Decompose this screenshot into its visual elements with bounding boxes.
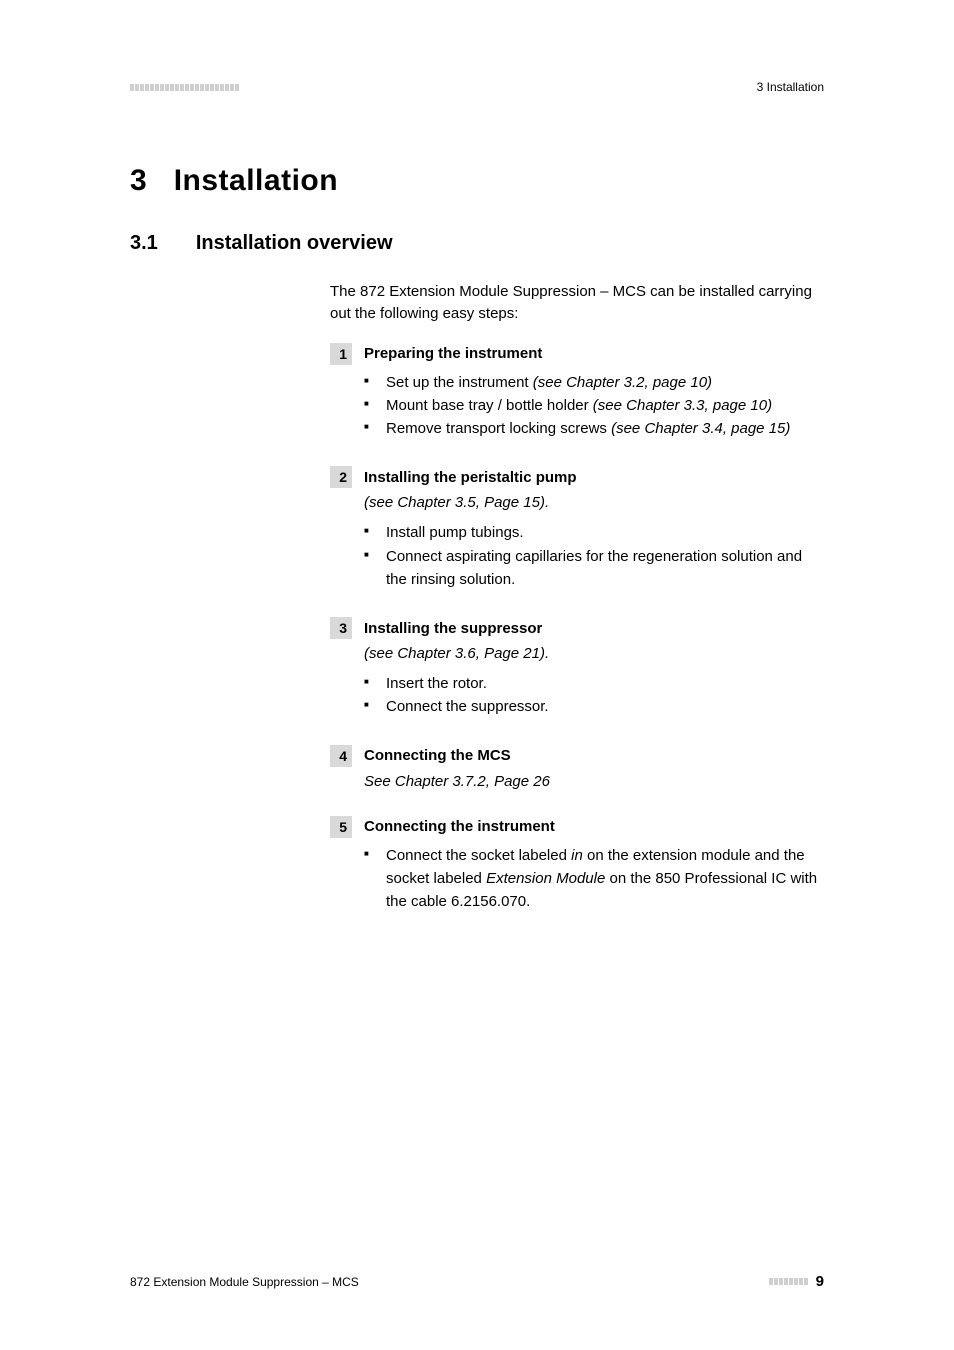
header-decorative-bar <box>130 84 239 91</box>
page-number: 9 <box>816 1273 824 1290</box>
step-list-item: Connect the suppressor. <box>364 695 824 718</box>
step-title: Connecting the MCS <box>364 747 511 764</box>
step: 3 Installing the suppressor (see Chapter 3… <box>330 617 824 719</box>
step-number: 4 <box>330 745 352 767</box>
bar-segment <box>779 1278 783 1285</box>
italic-text: (see Chapter 3.3, page 10) <box>593 397 772 414</box>
footer-product-name: 872 Extension Module Suppression – MCS <box>130 1275 359 1289</box>
section-number: 3.1 <box>130 232 158 255</box>
step-list-item: Insert the rotor. <box>364 672 824 695</box>
body-content: The 872 Extension Module Suppression – M… <box>330 281 824 913</box>
footer: 872 Extension Module Suppression – MCS 9 <box>130 1273 824 1290</box>
bar-segment <box>799 1278 803 1285</box>
step-number: 2 <box>330 466 352 488</box>
italic-text: (see Chapter 3.4, page 15) <box>611 420 790 437</box>
bar-segment <box>205 84 209 91</box>
bar-segment <box>210 84 214 91</box>
step-reference: (see Chapter 3.5, Page 15). <box>364 494 824 511</box>
step: 2 Installing the peristaltic pump (see Cha… <box>330 466 824 591</box>
step-list-item: Connect aspirating capillaries for the r… <box>364 545 824 592</box>
step-list: Set up the instrument (see Chapter 3.2, … <box>364 371 824 441</box>
bar-segment <box>200 84 204 91</box>
bar-segment <box>140 84 144 91</box>
bar-segment <box>175 84 179 91</box>
bar-segment <box>784 1278 788 1285</box>
bar-segment <box>145 84 149 91</box>
step-head: 2 Installing the peristaltic pump <box>330 466 824 488</box>
bar-segment <box>804 1278 808 1285</box>
bar-segment <box>774 1278 778 1285</box>
header-chapter-label: 3 Installation <box>757 80 824 94</box>
bar-segment <box>789 1278 793 1285</box>
italic-text: (see Chapter 3.2, page 10) <box>533 374 712 391</box>
step-title: Connecting the instrument <box>364 818 555 835</box>
section-heading: 3.1 Installation overview <box>130 232 824 255</box>
bar-segment <box>150 84 154 91</box>
bar-segment <box>215 84 219 91</box>
step-head: 5 Connecting the instrument <box>330 816 824 838</box>
step: 4 Connecting the MCS See Chapter 3.7.2, Pa… <box>330 745 824 790</box>
step-title: Preparing the instrument <box>364 345 542 362</box>
bar-segment <box>155 84 159 91</box>
step-list-item: Mount base tray / bottle holder (see Cha… <box>364 394 824 417</box>
bar-segment <box>180 84 184 91</box>
step: 5 Connecting the instrument Connect the so… <box>330 816 824 914</box>
step-reference: (see Chapter 3.6, Page 21). <box>364 645 824 662</box>
footer-right: 9 <box>769 1273 824 1290</box>
step-list-item: Set up the instrument (see Chapter 3.2, … <box>364 371 824 394</box>
step-number: 5 <box>330 816 352 838</box>
step-number: 1 <box>330 343 352 365</box>
step-reference: See Chapter 3.7.2, Page 26 <box>364 773 824 790</box>
italic-text: in <box>571 847 583 864</box>
step-number: 3 <box>330 617 352 639</box>
bar-segment <box>190 84 194 91</box>
step-list: Insert the rotor.Connect the suppressor. <box>364 672 824 719</box>
steps-container: 1 Preparing the instrument Set up the inst… <box>330 343 824 914</box>
bar-segment <box>170 84 174 91</box>
intro-paragraph: The 872 Extension Module Suppression – M… <box>330 281 824 325</box>
bar-segment <box>225 84 229 91</box>
chapter-name: Installation <box>174 164 338 197</box>
italic-text: Extension Module <box>486 870 605 887</box>
bar-segment <box>235 84 239 91</box>
step-list-item: Connect the socket labeled in on the ext… <box>364 844 824 914</box>
bar-segment <box>230 84 234 91</box>
bar-segment <box>794 1278 798 1285</box>
bar-segment <box>769 1278 773 1285</box>
step-list: Install pump tubings.Connect aspirating … <box>364 521 824 591</box>
step-head: 4 Connecting the MCS <box>330 745 824 767</box>
bar-segment <box>165 84 169 91</box>
header: 3 Installation <box>130 80 824 94</box>
footer-decorative-bar <box>769 1278 808 1285</box>
chapter-number: 3 <box>130 164 147 197</box>
chapter-title: 3 Installation <box>130 164 824 198</box>
step-list: Connect the socket labeled in on the ext… <box>364 844 824 914</box>
step-list-item: Remove transport locking screws (see Cha… <box>364 417 824 440</box>
step: 1 Preparing the instrument Set up the inst… <box>330 343 824 441</box>
bar-segment <box>160 84 164 91</box>
step-list-item: Install pump tubings. <box>364 521 824 544</box>
step-head: 3 Installing the suppressor <box>330 617 824 639</box>
bar-segment <box>195 84 199 91</box>
bar-segment <box>135 84 139 91</box>
section-title: Installation overview <box>196 232 393 255</box>
page: 3 Installation 3 Installation 3.1 Instal… <box>0 0 954 1350</box>
step-head: 1 Preparing the instrument <box>330 343 824 365</box>
step-title: Installing the suppressor <box>364 620 542 637</box>
bar-segment <box>130 84 134 91</box>
step-title: Installing the peristaltic pump <box>364 469 577 486</box>
bar-segment <box>185 84 189 91</box>
bar-segment <box>220 84 224 91</box>
